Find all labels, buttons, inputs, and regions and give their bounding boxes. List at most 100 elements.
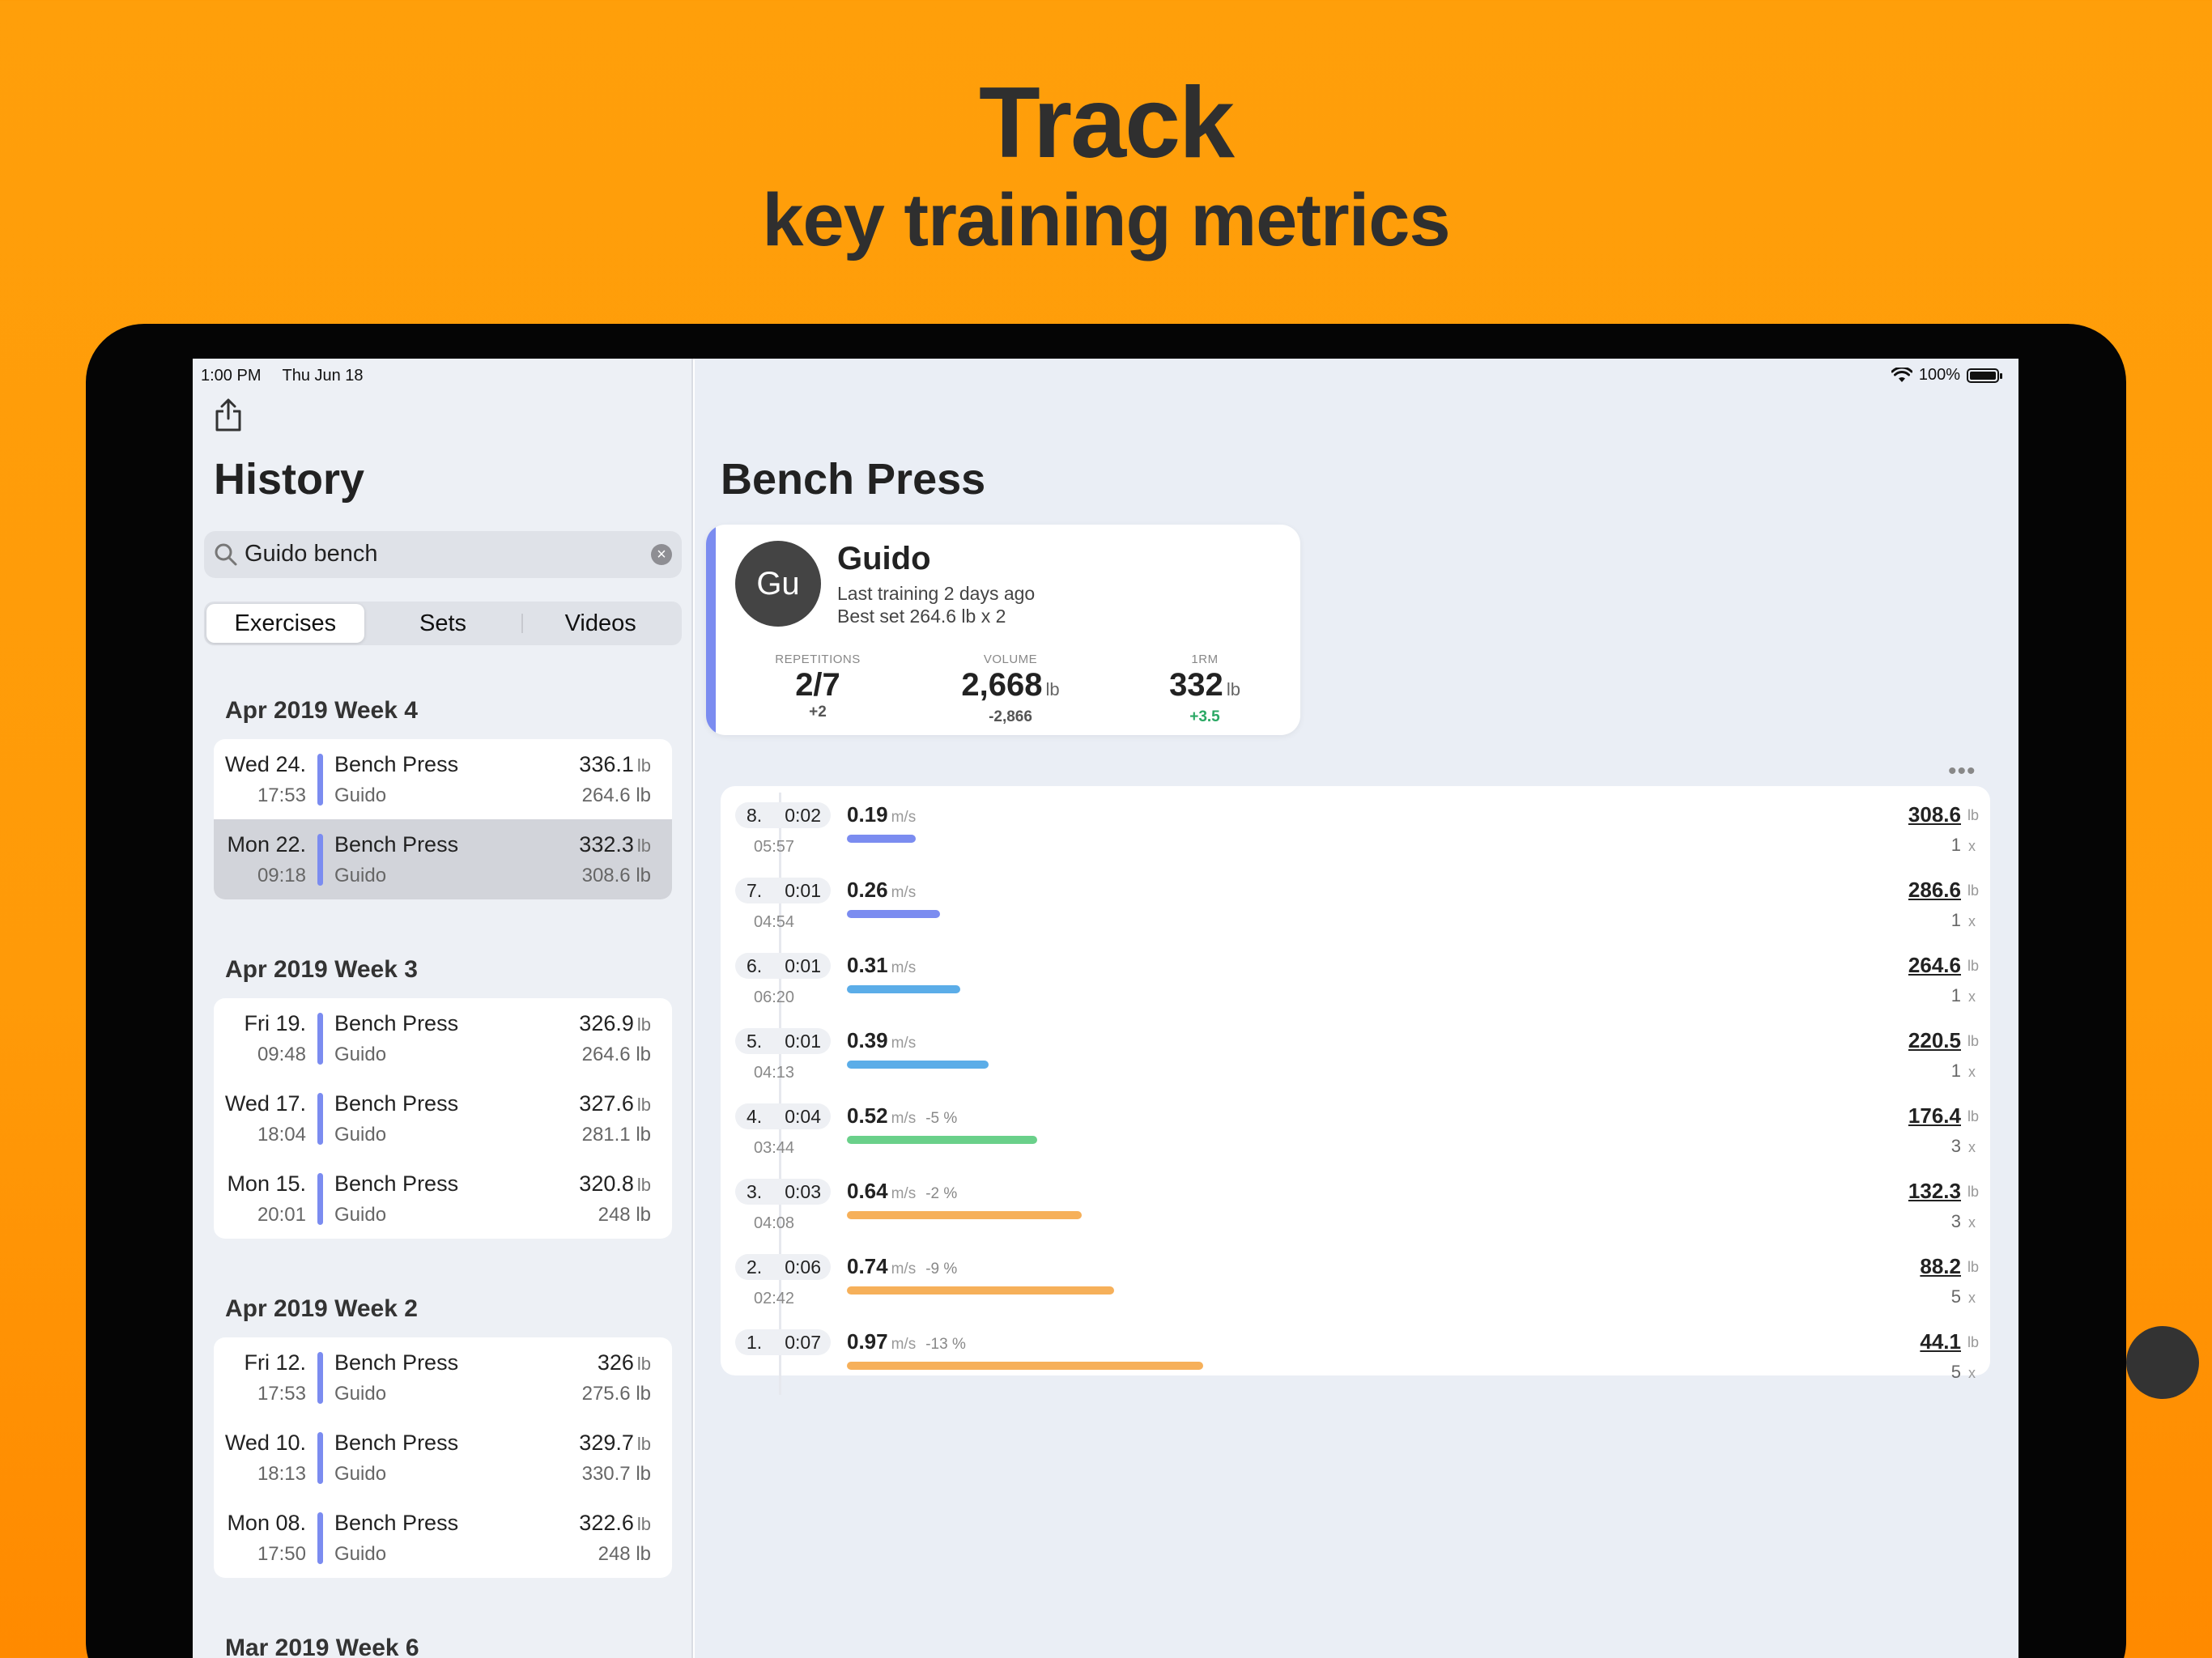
set-row[interactable]: 4. 0:04 03:44 0.52 m/s -5 % 176.4 lb 3 x bbox=[721, 1094, 1990, 1169]
set-index-pill: 2. 0:06 bbox=[735, 1254, 831, 1280]
list-item[interactable]: Fri 19. 09:48 Bench Press Guido 326.9 lb 264.6… bbox=[214, 998, 672, 1078]
set-row[interactable]: 5. 0:01 04:13 0.39 m/s 220.5 lb 1 x bbox=[721, 1018, 1990, 1094]
set-speed: 0.52 m/s -5 % bbox=[847, 1103, 957, 1129]
set-row[interactable]: 7. 0:01 04:54 0.26 m/s 286.6 lb 1 x bbox=[721, 868, 1990, 943]
timeline-line bbox=[779, 793, 781, 868]
set-row[interactable]: 2. 0:06 02:42 0.74 m/s -9 % 88.2 lb 5 x bbox=[721, 1244, 1990, 1320]
set-index-pill: 5. 0:01 bbox=[735, 1028, 831, 1054]
entry-color-bar bbox=[317, 1013, 323, 1065]
set-row[interactable]: 6. 0:01 06:20 0.31 m/s 264.6 lb 1 x bbox=[721, 943, 1990, 1018]
list-item[interactable]: Mon 15. 20:01 Bench Press Guido 320.8 lb 248 l… bbox=[214, 1158, 672, 1239]
set-reps: 1 bbox=[1950, 1061, 1961, 1081]
set-weight[interactable]: 308.6 bbox=[1908, 802, 1961, 827]
metric-volume: VOLUME 2,668 lb -2,866 bbox=[929, 653, 1091, 726]
list-item[interactable]: Wed 17. 18:04 Bench Press Guido 327.6 lb 281.1… bbox=[214, 1078, 672, 1158]
set-index-pill: 6. 0:01 bbox=[735, 953, 831, 979]
set-reps-unit: x bbox=[1968, 838, 1976, 854]
list-item[interactable]: Wed 10. 18:13 Bench Press Guido 329.7 lb 330.7… bbox=[214, 1418, 672, 1498]
segment-sets[interactable]: Sets bbox=[419, 610, 467, 636]
entry-date: Mon 08. bbox=[227, 1511, 306, 1535]
wifi-icon bbox=[1891, 367, 1912, 382]
set-clock: 03:44 bbox=[753, 1139, 795, 1157]
entry-date: Mon 15. bbox=[227, 1171, 306, 1196]
set-weight[interactable]: 264.6 bbox=[1908, 953, 1961, 977]
entry-exercise: Bench Press bbox=[334, 1350, 459, 1375]
entry-athlete: Guido bbox=[334, 1124, 387, 1146]
metric-number: 2,668 bbox=[961, 667, 1043, 703]
metric-number: 2/7 bbox=[795, 667, 840, 703]
segment-exercises[interactable]: Exercises bbox=[206, 604, 364, 643]
entry-color-bar bbox=[317, 1512, 323, 1564]
velocity-bar bbox=[847, 1362, 1203, 1370]
more-icon[interactable]: ••• bbox=[1948, 758, 1976, 784]
entry-best-weight: 275.6 lb bbox=[581, 1383, 651, 1405]
metric-repetitions: REPETITIONS 2/7 +2 bbox=[737, 653, 899, 721]
search-input[interactable]: Guido bench bbox=[245, 541, 378, 567]
search-field[interactable]: Guido bench × bbox=[204, 531, 682, 578]
entry-exercise: Bench Press bbox=[334, 832, 459, 857]
set-duration: 0:06 bbox=[785, 1256, 821, 1278]
set-reps-unit: x bbox=[1968, 1139, 1976, 1155]
set-reps: 1 bbox=[1950, 985, 1961, 1005]
entry-best-weight: 264.6 lb bbox=[581, 784, 651, 806]
set-clock: 04:54 bbox=[753, 913, 795, 931]
entry-date: Wed 10. bbox=[224, 1431, 306, 1455]
set-weight-unit: lb bbox=[1967, 1334, 1979, 1350]
set-duration: 0:04 bbox=[785, 1106, 821, 1127]
set-reps-unit: x bbox=[1968, 988, 1976, 1005]
entry-color-bar bbox=[317, 1352, 323, 1404]
entry-color-bar bbox=[317, 1173, 323, 1225]
set-speed-unit: m/s bbox=[891, 1110, 917, 1127]
list-item[interactable]: Wed 24. 17:53 Bench Press Guido 336.1 lb 264.6… bbox=[214, 739, 672, 819]
set-speed-unit: m/s bbox=[891, 959, 917, 976]
status-date: Thu Jun 18 bbox=[282, 367, 364, 385]
list-item[interactable]: Fri 12. 17:53 Bench Press Guido 326 lb 275.6 l… bbox=[214, 1337, 672, 1418]
week-header: Mar 2019 Week 6 bbox=[225, 1635, 419, 1658]
list-item[interactable]: Mon 22. 09:18 Bench Press Guido 332.3 lb 308.6… bbox=[214, 819, 672, 899]
segmented-control: Exercises Sets Videos bbox=[204, 602, 682, 645]
set-row[interactable]: 8. 0:02 05:57 0.19 m/s 308.6 lb 1 x bbox=[721, 793, 1990, 868]
entry-date: Wed 17. bbox=[224, 1091, 306, 1116]
set-weight-unit: lb bbox=[1967, 1259, 1979, 1275]
segment-videos[interactable]: Videos bbox=[521, 604, 679, 643]
home-button[interactable] bbox=[2126, 1326, 2199, 1399]
entry-1rm-unit: lb bbox=[636, 755, 651, 776]
set-clock: 05:57 bbox=[753, 838, 795, 856]
entry-1rm: 336.1 lb bbox=[579, 752, 651, 777]
set-row[interactable]: 1. 0:07 0.97 m/s -13 % 44.1 lb 5 x bbox=[721, 1320, 1990, 1395]
set-speed: 0.74 m/s -9 % bbox=[847, 1254, 957, 1279]
ipad-screen: 1:00 PM Thu Jun 18 100% History Guido ben… bbox=[193, 359, 2018, 1658]
metric-1rm: 1RM 332 lb +3.5 bbox=[1124, 653, 1286, 726]
set-speed: 0.39 m/s bbox=[847, 1028, 916, 1053]
set-reps-unit: x bbox=[1968, 1365, 1976, 1381]
set-velocity-loss: -13 % bbox=[925, 1336, 966, 1353]
best-set: Best set 264.6 lb x 2 bbox=[837, 606, 1006, 627]
athlete-summary-card[interactable]: Gu Guido Last training 2 days ago Best s… bbox=[706, 525, 1300, 735]
set-weight[interactable]: 286.6 bbox=[1908, 878, 1961, 902]
set-clock: 06:20 bbox=[753, 988, 795, 1006]
entry-color-bar bbox=[317, 1432, 323, 1484]
set-weight-unit: lb bbox=[1967, 1184, 1979, 1200]
exercise-title: Bench Press bbox=[721, 455, 986, 504]
week-group: Apr 2019 Week 2 Fri 12. 17:53 Bench Press Gu… bbox=[214, 1281, 672, 1578]
set-weight-unit: lb bbox=[1967, 1033, 1979, 1049]
entry-1rm-value: 326.9 bbox=[579, 1011, 634, 1035]
set-reps: 3 bbox=[1950, 1136, 1961, 1156]
set-weight[interactable]: 44.1 bbox=[1920, 1329, 1961, 1354]
set-row[interactable]: 3. 0:03 04:08 0.64 m/s -2 % 132.3 lb 3 x bbox=[721, 1169, 1990, 1244]
clear-icon[interactable]: × bbox=[651, 544, 672, 565]
metric-label: REPETITIONS bbox=[775, 653, 861, 666]
entry-1rm-unit: lb bbox=[636, 1354, 651, 1374]
list-item[interactable]: Mon 08. 17:50 Bench Press Guido 322.6 lb 248 l… bbox=[214, 1498, 672, 1578]
share-icon[interactable] bbox=[212, 397, 245, 433]
entry-athlete: Guido bbox=[334, 865, 387, 886]
entry-1rm: 332.3 lb bbox=[579, 832, 651, 857]
set-weight[interactable]: 88.2 bbox=[1920, 1254, 1961, 1278]
metric-number: 332 bbox=[1169, 667, 1223, 703]
entry-exercise: Bench Press bbox=[334, 752, 459, 776]
set-weight[interactable]: 176.4 bbox=[1908, 1103, 1961, 1128]
metric-unit: lb bbox=[1226, 679, 1240, 699]
set-weight[interactable]: 132.3 bbox=[1908, 1179, 1961, 1203]
entry-1rm-unit: lb bbox=[636, 1095, 651, 1115]
set-weight[interactable]: 220.5 bbox=[1908, 1028, 1961, 1052]
